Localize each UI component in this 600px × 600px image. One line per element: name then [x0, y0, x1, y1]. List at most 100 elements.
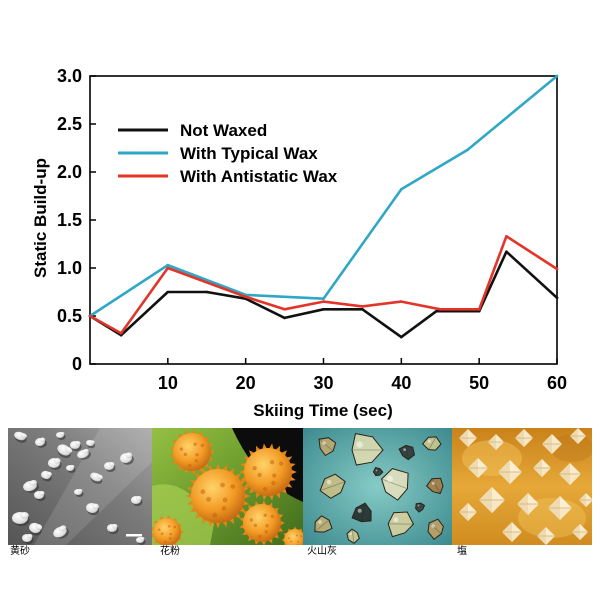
pollen-spot — [173, 525, 176, 529]
pollen-spot — [252, 466, 257, 471]
sand-particle — [57, 444, 73, 459]
x-tick-label: 10 — [158, 373, 178, 393]
pollen-spot — [263, 486, 268, 492]
crystal-highlight — [403, 448, 406, 451]
sand-particle — [41, 470, 52, 482]
salt-crystals — [459, 428, 592, 545]
pollen-spot — [271, 480, 276, 486]
pollen-grain — [281, 526, 303, 545]
crystal-facet — [428, 522, 442, 535]
sand-particle — [120, 452, 134, 465]
pollen-spot — [179, 447, 184, 451]
sand-particle — [104, 462, 116, 472]
data-point — [361, 308, 364, 311]
particle-lump — [112, 524, 118, 529]
photo-volcanic-ash — [303, 428, 452, 545]
pollen-grain — [152, 515, 184, 545]
salt-crystal — [537, 527, 555, 545]
data-point — [477, 308, 481, 311]
crystal-shade — [586, 500, 592, 507]
pollen-spot — [263, 513, 267, 517]
pollen-spot — [296, 544, 299, 545]
x-tick-label: 20 — [236, 373, 256, 393]
pollen-spot — [157, 528, 161, 532]
photo-yellow-sand — [8, 428, 152, 545]
sand-particles — [12, 431, 146, 545]
ash-crystal — [314, 515, 333, 533]
photo-pollen — [152, 428, 303, 545]
y-tick-label: 2.0 — [57, 162, 82, 182]
salt-crystal — [515, 429, 533, 447]
data-point — [439, 308, 442, 311]
crystal-highlight — [427, 439, 431, 443]
crystal-body — [425, 477, 444, 495]
pollen-grain — [239, 500, 285, 545]
pollen-spot — [222, 497, 228, 503]
crystal-shade — [468, 512, 477, 521]
pollen-spot — [169, 532, 172, 536]
legend-entry-typical-wax: With Typical Wax — [118, 144, 318, 163]
particle-lump — [39, 491, 45, 496]
pollen-grain — [239, 443, 297, 501]
photo-label-volcanic-ash: 火山灰 — [307, 546, 337, 557]
crystal-facet — [428, 436, 437, 450]
crystal-shade — [478, 468, 488, 478]
salt-crystal — [517, 493, 539, 515]
pollen-spot — [272, 473, 277, 478]
pollen-spot — [265, 524, 269, 528]
data-point — [283, 308, 286, 311]
data-point — [244, 295, 247, 299]
pollen-spot — [249, 518, 254, 522]
crystal-shade — [492, 500, 505, 513]
ash-crystal — [381, 468, 409, 501]
legend-entry-antistatic-wax: With Antistatic Wax — [118, 167, 338, 186]
pollen-spot — [194, 459, 198, 463]
crystal-highlight — [322, 441, 326, 445]
crystal-shade — [552, 444, 562, 454]
pollen-grain — [185, 463, 251, 529]
data-point — [466, 148, 469, 152]
sand-particle — [74, 489, 84, 497]
crystal-facet — [415, 505, 425, 509]
pollen-spot — [168, 525, 171, 528]
static-buildup-chart: 0 0.5 1.0 1.5 2.0 2.5 3.0 10 20 30 40 50 60 Not Waxe… — [31, 66, 567, 420]
data-point — [88, 314, 92, 318]
pollen-spot — [279, 461, 284, 466]
series-not-waxed — [88, 250, 559, 339]
ash-crystal — [427, 518, 444, 540]
pollen-spot — [264, 530, 268, 534]
x-axis-label: Skiing Time (sec) — [253, 401, 393, 420]
crystal-shade — [528, 504, 539, 515]
x-tick-label: 60 — [547, 373, 567, 393]
crystal-facet — [375, 468, 381, 476]
crystal-shade — [496, 442, 504, 450]
data-point — [555, 267, 559, 271]
particle-lump — [125, 452, 133, 458]
particle-lump — [27, 534, 33, 539]
data-point — [361, 305, 364, 308]
legend: Not Waxed With Typical Wax With Antistat… — [118, 121, 338, 186]
pollen-body — [173, 433, 211, 471]
sand-particle — [56, 432, 66, 440]
crystal-facet — [318, 438, 334, 452]
particle-lump — [82, 448, 89, 454]
sand-particle — [12, 512, 30, 526]
crystal-highlight — [318, 520, 322, 524]
data-point — [322, 297, 325, 301]
salt-crystal — [488, 434, 504, 450]
particle-lump — [70, 465, 75, 469]
legend-label: With Antistatic Wax — [180, 167, 338, 186]
salt-crystal — [498, 460, 522, 484]
particle-lump — [64, 446, 73, 454]
legend-label: Not Waxed — [180, 121, 267, 140]
salt-crystal — [559, 463, 581, 485]
pollen-spot — [160, 532, 164, 535]
legend-label: With Typical Wax — [180, 144, 318, 163]
sand-particle — [53, 525, 69, 539]
particle-lump — [75, 441, 81, 446]
particle-lump — [140, 537, 145, 541]
data-point — [283, 316, 286, 320]
ash-crystal — [346, 528, 360, 544]
particle-lump — [20, 512, 29, 519]
y-tick-label: 0.5 — [57, 306, 82, 326]
